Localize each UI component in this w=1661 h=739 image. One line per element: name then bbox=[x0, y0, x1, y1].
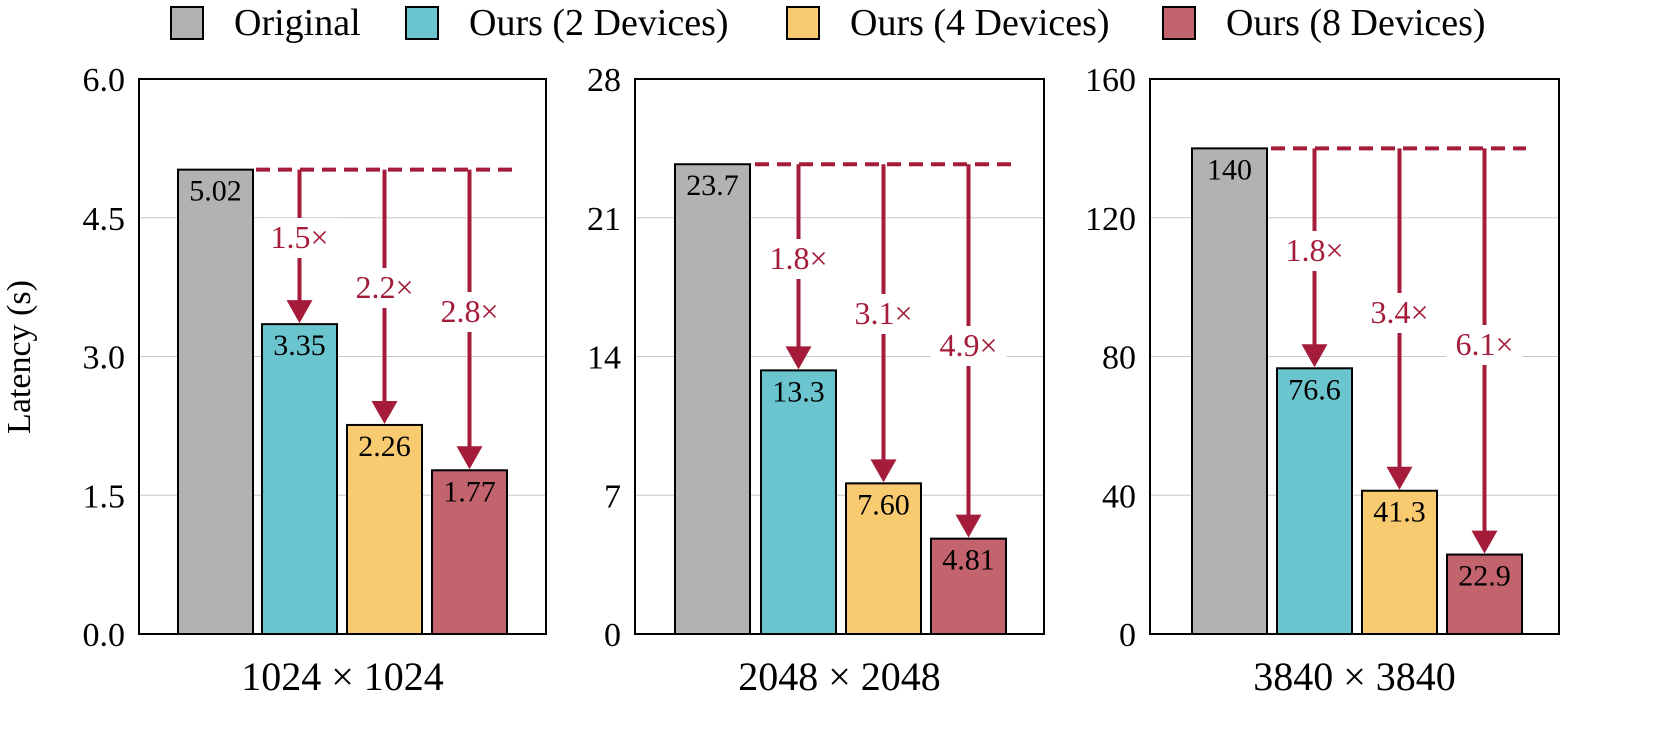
y-tick-label: 1.5 bbox=[83, 478, 126, 515]
speedup-arrow-head bbox=[870, 459, 897, 483]
legend-item-original: Original bbox=[170, 3, 361, 43]
y-tick-label: 3.0 bbox=[83, 340, 126, 377]
speedup-arrow-head bbox=[785, 346, 812, 370]
legend-label-4-devices: Ours (4 Devices) bbox=[850, 2, 1110, 44]
bar-value-label: 3.35 bbox=[273, 329, 326, 362]
speedup-arrow-head bbox=[371, 400, 398, 424]
plot-frame bbox=[138, 78, 547, 635]
bar-2-devices bbox=[1276, 367, 1353, 635]
plot-frame bbox=[1149, 78, 1560, 635]
bar-4-devices bbox=[1361, 489, 1438, 635]
bar-8-devices bbox=[930, 537, 1007, 636]
chart-panel-1: 0.0 1.5 3.0 4.5 6.0 5.02 3.35 2.26 1.77 1.5× 2.2× 2… bbox=[83, 62, 547, 699]
legend-item-4-devices: Ours (4 Devices) bbox=[786, 3, 1110, 43]
y-tick-label: 0 bbox=[1119, 617, 1136, 654]
speedup-label: 2.8× bbox=[440, 293, 498, 329]
y-axis-label: Latency (s) bbox=[1, 280, 38, 434]
y-tick-label: 80 bbox=[1102, 340, 1136, 377]
y-tick-label: 6.0 bbox=[83, 62, 126, 99]
speedup-label-bg bbox=[1446, 325, 1523, 365]
bar-2-devices bbox=[760, 369, 837, 635]
bar-value-label: 41.3 bbox=[1373, 496, 1426, 529]
legend-label-8-devices: Ours (8 Devices) bbox=[1226, 2, 1486, 44]
speedup-label: 1.8× bbox=[1285, 232, 1343, 268]
speedup-arrow-head bbox=[456, 446, 483, 470]
bar-original bbox=[1191, 147, 1268, 635]
speedup-arrow-head bbox=[955, 514, 982, 538]
y-tick-label: 40 bbox=[1102, 478, 1136, 515]
bar-value-label: 2.26 bbox=[358, 430, 411, 463]
bar-value-label: 140 bbox=[1207, 153, 1252, 186]
y-tick-label: 0 bbox=[604, 617, 621, 654]
y-tick-label: 4.5 bbox=[83, 201, 126, 238]
bar-value-label: 22.9 bbox=[1458, 560, 1511, 593]
speedup-label-bg bbox=[1361, 293, 1438, 333]
legend-label-original: Original bbox=[234, 2, 361, 44]
legend-swatch-2-devices bbox=[405, 6, 439, 40]
legend-swatch-8-devices bbox=[1162, 6, 1196, 40]
speedup-label: 3.1× bbox=[854, 295, 912, 331]
speedup-label-bg bbox=[261, 218, 338, 258]
speedup-label: 6.1× bbox=[1455, 326, 1513, 362]
speedup-label-bg bbox=[431, 292, 508, 332]
speedup-arrow-head bbox=[1301, 344, 1328, 368]
bar-original bbox=[177, 168, 254, 635]
chart-panel-3: 0 40 80 120 160 140 76.6 41.3 22.9 1.8× 3.4× 6.1× 38… bbox=[1085, 62, 1560, 699]
y-tick-label: 21 bbox=[587, 201, 621, 238]
legend-item-2-devices: Ours (2 Devices) bbox=[405, 3, 729, 43]
speedup-label: 4.9× bbox=[939, 327, 997, 363]
y-tick-label: 14 bbox=[587, 340, 621, 377]
speedup-label-bg bbox=[760, 239, 837, 279]
x-axis-label: 2048 × 2048 bbox=[738, 654, 941, 699]
bar-value-label: 76.6 bbox=[1288, 373, 1341, 406]
y-tick-label: 7 bbox=[604, 478, 621, 515]
x-axis-label: 3840 × 3840 bbox=[1253, 654, 1456, 699]
y-tick-label: 0.0 bbox=[83, 617, 126, 654]
speedup-arrow-head bbox=[1471, 530, 1498, 554]
bar-2-devices bbox=[261, 323, 338, 635]
bar-8-devices bbox=[1446, 553, 1523, 635]
plot-frame bbox=[634, 78, 1045, 635]
y-tick-label: 120 bbox=[1085, 201, 1136, 238]
legend-swatch-4-devices bbox=[786, 6, 820, 40]
speedup-label-bg bbox=[845, 294, 922, 334]
speedup-label: 1.8× bbox=[769, 240, 827, 276]
y-tick-label: 160 bbox=[1085, 62, 1136, 99]
speedup-label-bg bbox=[346, 268, 423, 308]
bar-value-label: 4.81 bbox=[942, 544, 995, 577]
legend-label-2-devices: Ours (2 Devices) bbox=[469, 2, 729, 44]
x-axis-label: 1024 × 1024 bbox=[241, 654, 444, 699]
bar-value-label: 13.3 bbox=[772, 375, 825, 408]
bar-value-label: 7.60 bbox=[857, 488, 910, 521]
speedup-label: 1.5× bbox=[270, 219, 328, 255]
bar-value-label: 23.7 bbox=[686, 169, 739, 202]
y-tick-label: 28 bbox=[587, 62, 621, 99]
bar-original bbox=[674, 163, 751, 635]
speedup-label-bg bbox=[1276, 231, 1353, 271]
bar-value-label: 1.77 bbox=[443, 475, 496, 508]
speedup-arrow-head bbox=[286, 300, 313, 324]
chart-panel-2: 0 7 14 21 28 23.7 13.3 7.60 4.81 1.8× 3.1× 4.9× 2048… bbox=[587, 62, 1045, 699]
speedup-label-bg bbox=[930, 326, 1007, 366]
legend-item-8-devices: Ours (8 Devices) bbox=[1162, 3, 1486, 43]
chart-legend: Original Ours (2 Devices) Ours (4 Device… bbox=[0, 0, 1661, 50]
speedup-arrow-head bbox=[1386, 466, 1413, 490]
bar-4-devices bbox=[845, 482, 922, 635]
legend-swatch-original bbox=[170, 6, 204, 40]
speedup-label: 2.2× bbox=[355, 269, 413, 305]
bar-value-label: 5.02 bbox=[189, 175, 242, 208]
speedup-label: 3.4× bbox=[1370, 294, 1428, 330]
